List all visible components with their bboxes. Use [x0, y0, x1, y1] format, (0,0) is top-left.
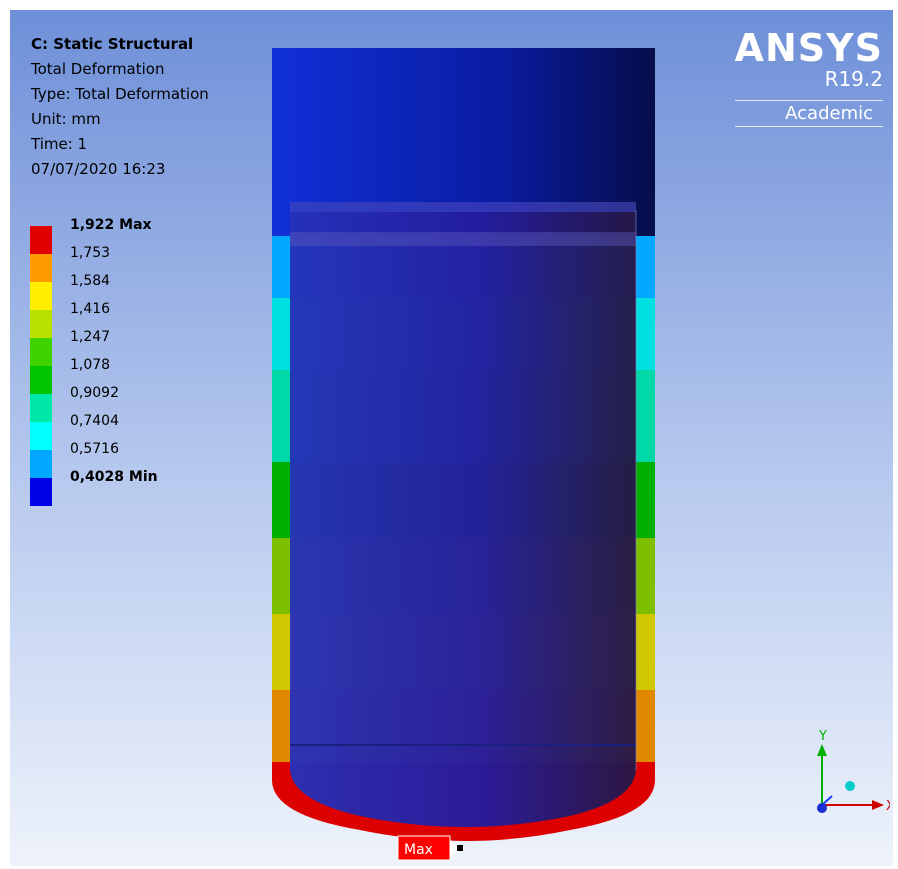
result-info-panel: C: Static Structural Total Deformation T… [31, 32, 209, 182]
legend-swatch [30, 282, 52, 310]
legend-swatch [30, 478, 52, 506]
legend-swatch [30, 450, 52, 478]
result-unit: Unit: mm [31, 110, 101, 128]
axis-triad[interactable]: Y X [810, 720, 890, 820]
legend-label: 0,9092 [70, 385, 119, 401]
inner-body [290, 202, 636, 827]
legend-label: 1,247 [70, 329, 111, 345]
legend-swatch [30, 366, 52, 394]
legend-swatch [30, 338, 52, 366]
legend-swatch [30, 310, 52, 338]
legend-label: 0,4028 Min [70, 469, 158, 485]
legend-swatch [30, 254, 52, 282]
triad-y-label: Y [818, 729, 827, 744]
result-timestamp: 07/07/2020 16:23 [31, 160, 166, 178]
legend-label: 1,078 [70, 357, 111, 373]
logo-brand: ANSYS [734, 26, 883, 70]
result-time: Time: 1 [31, 135, 88, 153]
legend-label: 1,753 [70, 245, 111, 261]
logo-version: R19.2 [824, 67, 883, 91]
logo-edition: Academic [734, 100, 883, 127]
max-probe-label: Max [404, 842, 433, 858]
legend-label: 0,7404 [70, 413, 119, 429]
max-probe[interactable]: Max [397, 835, 464, 861]
result-type: Type: Total Deformation [31, 85, 209, 103]
graphics-viewport[interactable]: C: Static Structural Total Deformation T… [10, 10, 893, 866]
deformation-model[interactable]: Max [10, 10, 893, 866]
ansys-logo: ANSYS R19.2 Academic [734, 26, 883, 127]
legend-swatch [30, 394, 52, 422]
legend-label: 1,416 [70, 301, 111, 317]
legend-swatch [30, 226, 52, 254]
legend-label: 0,5716 [70, 441, 119, 457]
analysis-title: C: Static Structural [31, 35, 194, 53]
legend-label: 1,584 [70, 273, 111, 289]
result-name: Total Deformation [31, 60, 165, 78]
legend-swatch [30, 422, 52, 450]
legend-label: 1,922 Max [70, 217, 152, 233]
triad-x-label: X [886, 799, 890, 814]
